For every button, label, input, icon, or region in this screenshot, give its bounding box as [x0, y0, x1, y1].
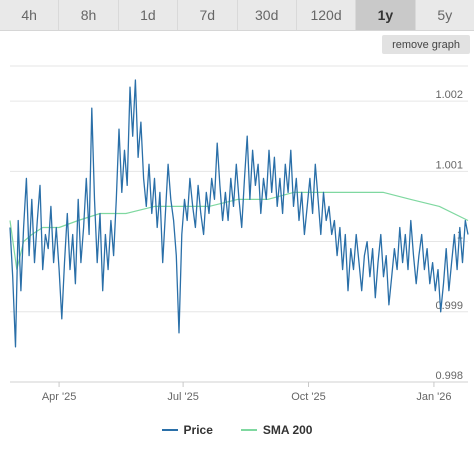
timeframe-tabs: 4h 8h 1d 7d 30d 120d 1y 5y	[0, 0, 474, 31]
tab-5y[interactable]: 5y	[415, 0, 474, 30]
price-series-line[interactable]	[9, 79, 469, 348]
y-tick-label: 0.998	[435, 370, 463, 382]
y-tick-label: 1.001	[435, 159, 463, 171]
y-tick-label: 0.999	[435, 300, 463, 312]
tab-1d[interactable]: 1d	[118, 0, 179, 30]
x-tick-label: Apr '25	[42, 391, 77, 403]
tab-1y[interactable]: 1y	[356, 0, 416, 30]
legend-label-sma: SMA 200	[262, 423, 313, 437]
y-tick-label: 1.002	[435, 89, 463, 101]
x-tick-label: Jan '26	[416, 391, 451, 403]
tab-7d[interactable]: 7d	[178, 0, 238, 30]
legend-swatch-sma	[240, 429, 257, 431]
chart-legend: Price SMA 200	[0, 420, 474, 440]
legend-item-sma[interactable]: SMA 200	[240, 423, 313, 437]
tab-120d[interactable]: 120d	[296, 0, 357, 30]
tab-8h[interactable]: 8h	[59, 0, 119, 30]
tab-30d[interactable]: 30d	[237, 0, 297, 30]
x-axis-ticks: Apr '25 Jul '25 Oct '25 Jan '26	[42, 382, 451, 403]
legend-label-price: Price	[183, 423, 213, 437]
remove-graph-button[interactable]: remove graph	[382, 35, 470, 54]
series-lines	[9, 79, 469, 348]
legend-item-price[interactable]: Price	[161, 423, 213, 437]
x-tick-label: Oct '25	[291, 391, 326, 403]
tab-4h[interactable]: 4h	[0, 0, 60, 30]
legend-swatch-price	[161, 429, 178, 431]
x-tick-label: Jul '25	[167, 391, 198, 403]
grid-lines	[10, 65, 468, 383]
